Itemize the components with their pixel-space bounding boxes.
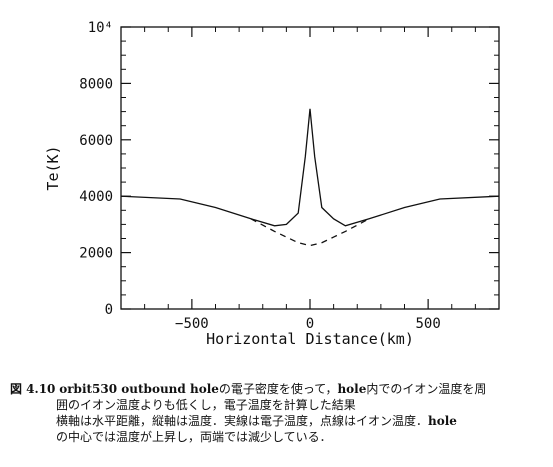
x-axis-label: Horizontal Distance(km) <box>206 330 414 348</box>
y-tick-label: 8000 <box>79 76 113 92</box>
ion-temperature-line <box>250 218 370 247</box>
caption-text-1: の電子密度を使って， <box>218 382 338 396</box>
caption-line-2: 囲のイオン温度よりも低くし，電子温度を計算した結果 <box>56 398 356 412</box>
caption-line-4: の中心では温度が上昇し，両端では減少している． <box>56 430 332 444</box>
caption-bold-orbit: orbit530 outbound hole <box>59 382 219 396</box>
electron-temperature-line <box>120 108 500 227</box>
y-tick-label: 2000 <box>79 246 113 262</box>
figure-caption: 図 4.10 orbit530 outbound holeの電子密度を使って，h… <box>10 381 545 445</box>
y-tick-label: 0 <box>105 302 113 318</box>
te-chart: 0 2000 4000 6000 8000 10⁴ −500 0 500 Te(K) Horiz… <box>44 20 500 348</box>
caption-line-1: 図 4.10 orbit530 outbound holeの電子密度を使って，h… <box>10 381 545 397</box>
y-tick-label: 10⁴ <box>88 20 113 36</box>
y-axis-label: Te(K) <box>44 145 62 190</box>
y-tick-label: 4000 <box>79 189 113 205</box>
chart-series <box>120 108 500 247</box>
x-tick-label: 0 <box>306 316 314 332</box>
x-tick-label: −500 <box>175 316 209 332</box>
x-tick-label: 500 <box>415 316 440 332</box>
caption-line-3: 横軸は水平距離，縦軸は温度．実線は電子温度，点線はイオン温度．hole <box>10 413 545 429</box>
y-tick-label: 6000 <box>79 133 113 149</box>
plot-frame <box>120 26 500 310</box>
axis-ticks: 0 2000 4000 6000 8000 10⁴ −500 0 500 <box>79 20 499 332</box>
figure-number: 図 4.10 <box>10 382 56 396</box>
caption-text-3: 横軸は水平距離，縦軸は温度．実線は電子温度，点線はイオン温度． <box>56 414 429 428</box>
caption-bold-hole-2: hole <box>428 414 457 428</box>
caption-text-1b: 内でのイオン温度を周 <box>366 382 487 396</box>
caption-bold-hole: hole <box>337 382 367 396</box>
